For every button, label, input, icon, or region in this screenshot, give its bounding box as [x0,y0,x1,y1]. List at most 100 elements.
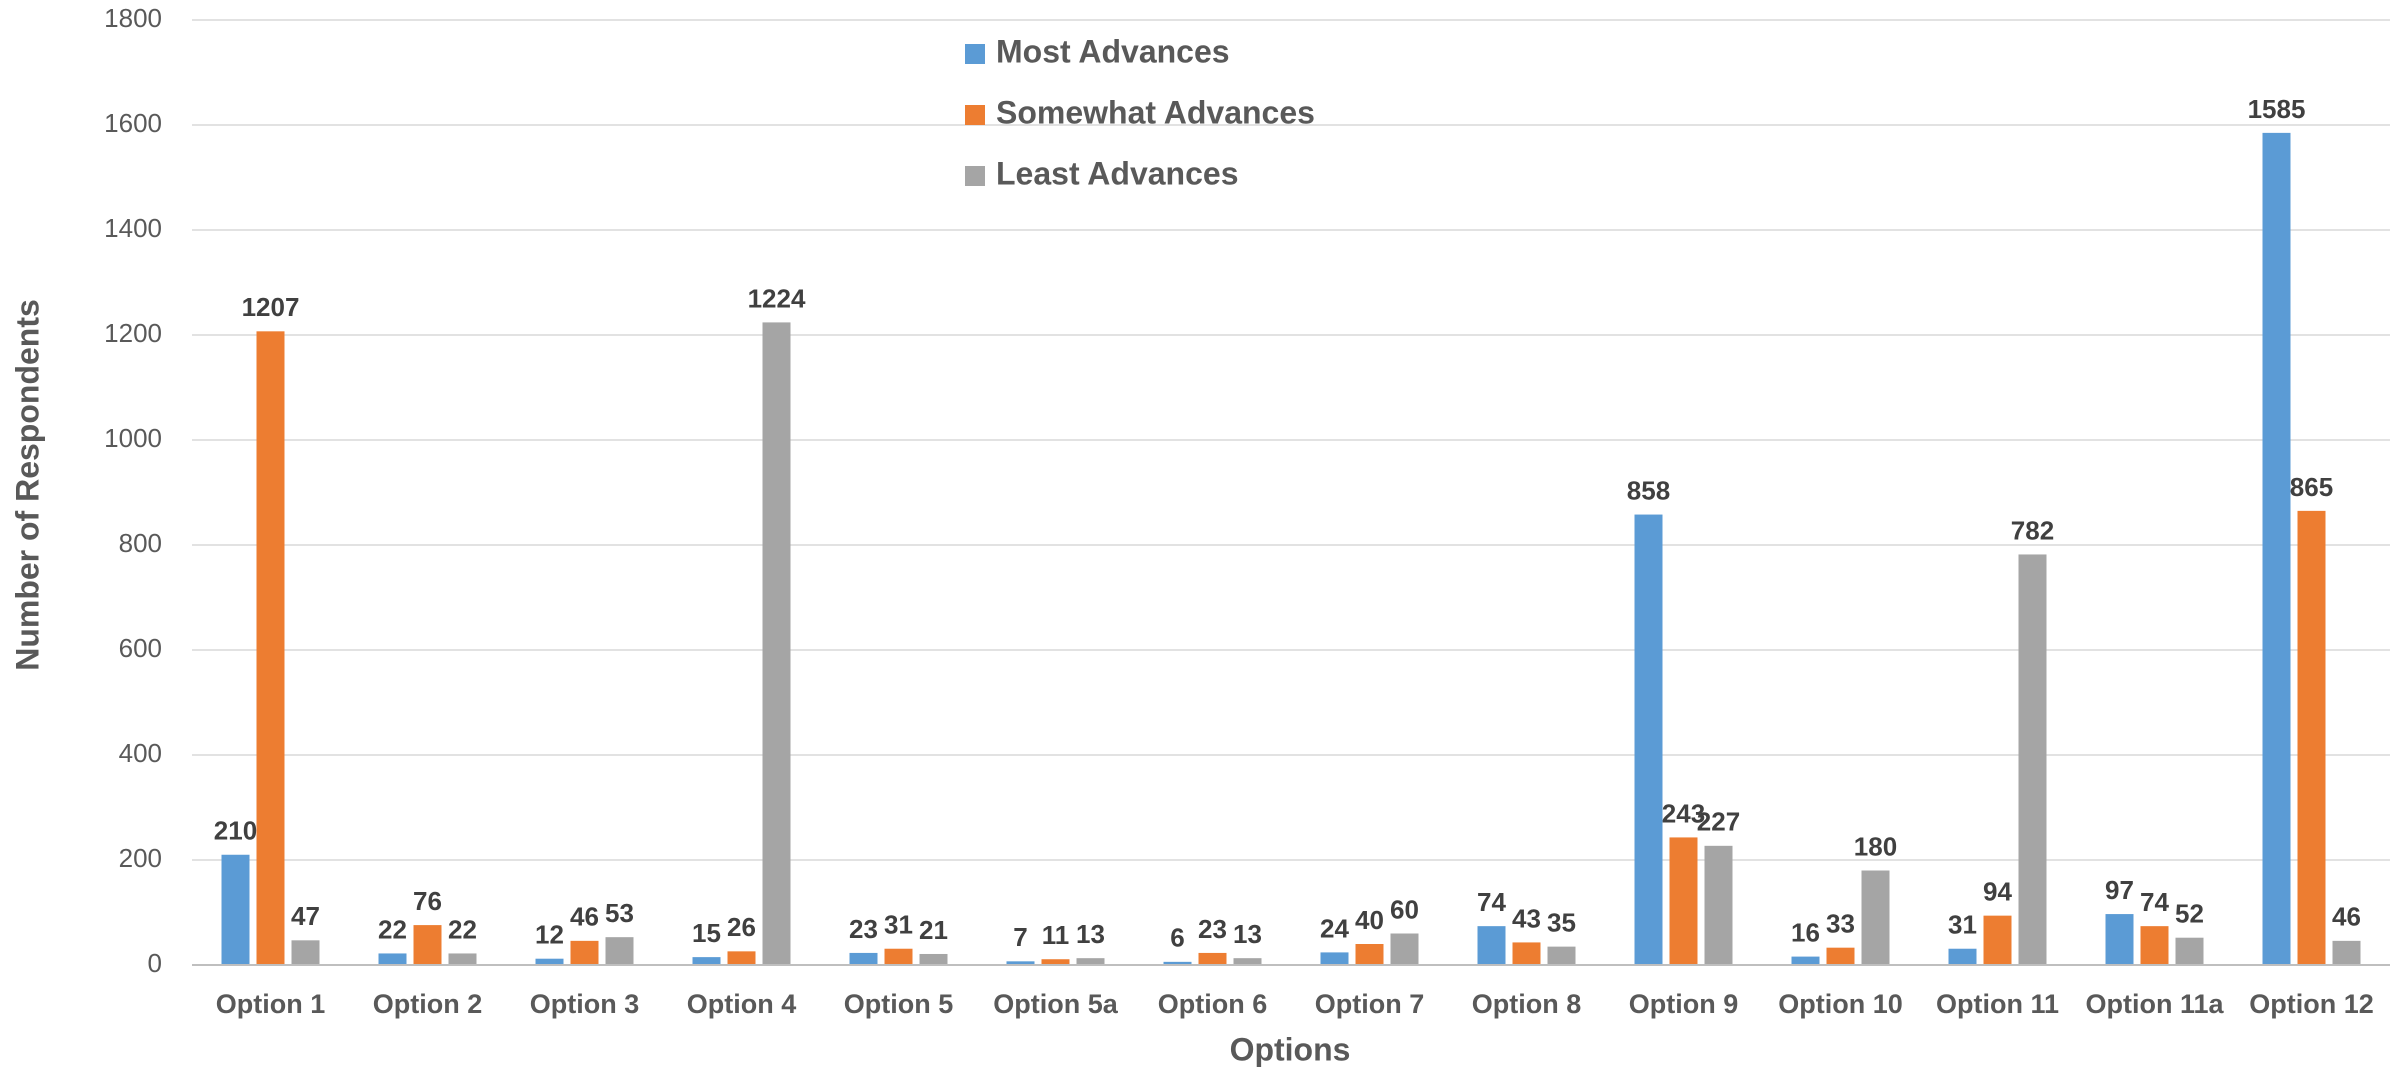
data-label: 43 [1512,903,1541,933]
data-label: 35 [1547,908,1576,938]
bar [2175,937,2204,965]
data-label: 243 [1662,798,1705,828]
legend-swatch [965,166,985,186]
bar [1233,958,1262,965]
data-label: 865 [2290,472,2333,502]
bar [1791,956,1820,965]
bar [1669,837,1698,965]
bar [256,331,285,965]
legend-label: Somewhat Advances [996,94,1315,130]
y-tick-label: 1400 [104,213,162,243]
data-label: 11 [1042,920,1070,950]
data-label: 1224 [748,283,806,313]
x-tick-label: Option 6 [1158,989,1268,1019]
bar [1948,948,1977,965]
bar [413,925,442,965]
data-label: 23 [849,914,878,944]
x-tick-label: Option 3 [530,989,640,1019]
data-label: 31 [884,910,913,940]
x-tick-label: Option 10 [1778,989,1903,1019]
x-tick-label: Option 12 [2249,989,2374,1019]
data-label: 13 [1076,919,1105,949]
data-label: 31 [1948,910,1977,940]
data-label: 74 [1477,887,1506,917]
y-tick-label: 200 [119,843,162,873]
data-label: 33 [1826,909,1855,939]
data-label: 74 [2140,887,2169,917]
data-label: 21 [919,915,948,945]
data-label: 227 [1697,807,1740,837]
data-label: 23 [1198,914,1227,944]
data-label: 12 [535,920,564,950]
bar [2140,926,2169,965]
bar [448,953,477,965]
bar [762,322,791,965]
x-tick-label: Option 7 [1315,989,1425,1019]
data-label: 94 [1983,877,2012,907]
bar [919,953,948,965]
data-label: 52 [2175,899,2204,929]
data-label: 1585 [2248,94,2306,124]
y-tick-label: 1200 [104,318,162,348]
data-label: 13 [1233,919,1262,949]
data-label: 858 [1627,475,1670,505]
bar [1826,947,1855,965]
x-tick-label: Option 4 [687,989,797,1019]
data-label: 24 [1320,913,1349,943]
bar [1477,926,1506,965]
data-label: 210 [214,816,257,846]
bar [570,940,599,965]
bar [605,937,634,965]
bar [2018,554,2047,965]
bar [291,940,320,965]
data-label: 46 [2332,902,2361,932]
legend-label: Least Advances [996,155,1238,191]
data-label: 47 [291,901,320,931]
x-tick-label: Option 5a [993,989,1118,1019]
x-tick-label: Option 5 [844,989,954,1019]
bar [884,948,913,965]
bar [849,952,878,965]
data-label: 40 [1355,905,1384,935]
data-label: 7 [1013,922,1027,952]
bar [2105,914,2134,965]
data-label: 6 [1170,923,1184,953]
bar [2297,510,2326,965]
y-axis-title: Number of Respondents [9,299,45,671]
y-tick-label: 1800 [104,3,162,33]
data-label: 22 [378,914,407,944]
bar [692,957,721,965]
bar [1163,961,1192,965]
y-tick-label: 1600 [104,108,162,138]
legend-label: Most Advances [996,33,1230,69]
bar [1634,514,1663,965]
data-label: 16 [1791,917,1820,947]
data-label: 26 [727,912,756,942]
y-tick-label: 600 [119,633,162,663]
bar [1390,933,1419,965]
x-tick-label: Option 11a [2085,989,2224,1019]
bar [1355,944,1384,965]
bar [1983,915,2012,965]
x-tick-label: Option 1 [216,989,326,1019]
bar [378,953,407,965]
bar [1006,961,1035,965]
data-label: 22 [448,914,477,944]
y-tick-label: 1000 [104,423,162,453]
bar [1320,952,1349,965]
y-tick-label: 800 [119,528,162,558]
bar [1076,958,1105,965]
data-label: 97 [2105,875,2134,905]
legend-swatch [965,105,985,125]
x-tick-label: Option 9 [1629,989,1739,1019]
bar [1512,942,1541,965]
data-label: 15 [692,918,721,948]
legend-swatch [965,44,985,64]
bar [2262,132,2291,965]
x-tick-label: Option 2 [373,989,483,1019]
bar [1704,845,1733,965]
data-label: 60 [1390,894,1419,924]
bar [727,951,756,965]
data-label: 76 [413,886,442,916]
